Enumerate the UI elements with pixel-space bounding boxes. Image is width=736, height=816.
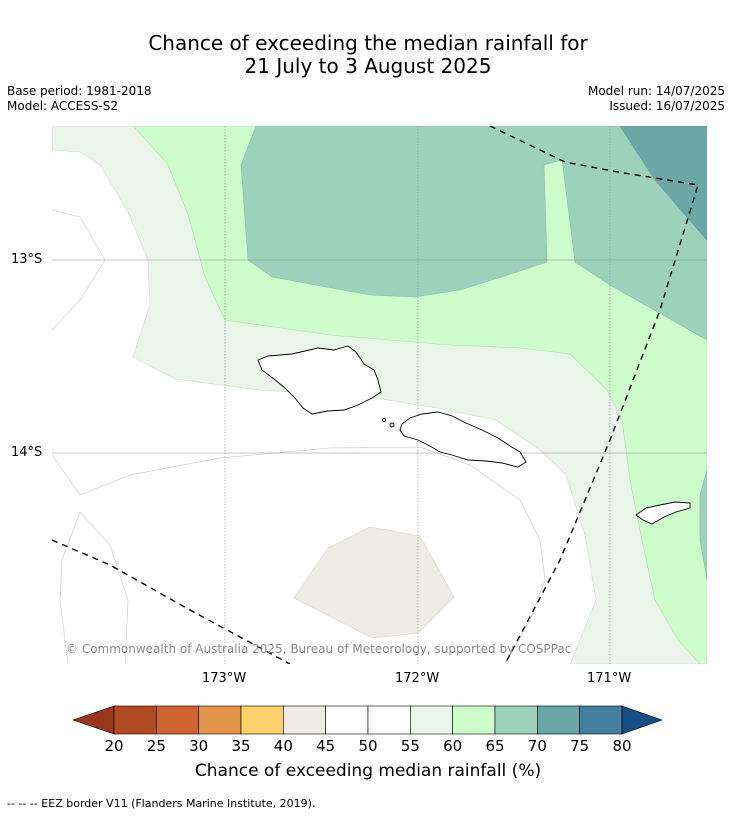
colorbar-segment: [240, 705, 284, 735]
manono-islet: [381, 417, 387, 423]
colorbar-tick-label: 75: [570, 737, 590, 755]
model-run: Model run: 14/07/2025: [587, 84, 725, 98]
map-panel: [52, 126, 707, 664]
colorbar-tick-label: 55: [400, 737, 420, 755]
lat-label-13s: 13°S: [11, 252, 43, 267]
faint-contours: [52, 209, 546, 664]
copyright-notice: © Commonwealth of Australia 2025, Bureau…: [66, 642, 572, 656]
colorbar-tick-label: 50: [358, 737, 378, 755]
lon-label-172w: 172°W: [395, 671, 440, 686]
colorbar-tick-label: 25: [146, 737, 166, 755]
apolima-islet: [389, 422, 395, 428]
colorbar-segment: [579, 705, 623, 735]
colorbar-segment: [494, 705, 538, 735]
colorbar-tick-label: 80: [612, 737, 632, 755]
upolu-island: [399, 411, 527, 468]
tutuila-island: [635, 501, 691, 525]
lon-label-173w: 173°W: [202, 671, 247, 686]
graticule: [52, 126, 707, 664]
colorbar-tick-label: 40: [273, 737, 293, 755]
model-name: Model: ACCESS-S2: [7, 99, 119, 113]
colorbar-tick-label: 45: [316, 737, 336, 755]
colorbar-tick-label: 20: [104, 737, 124, 755]
islands: [257, 345, 691, 525]
colorbar-tick-label: 35: [231, 737, 251, 755]
colorbar-segment: [452, 705, 496, 735]
contour-65-70-east: [699, 469, 707, 581]
savaii-island: [257, 345, 382, 415]
lon-label-171w: 171°W: [587, 671, 632, 686]
colorbar-tick-label: 70: [527, 737, 547, 755]
contour-70-75: [619, 126, 707, 241]
colorbar-segment: [410, 705, 453, 735]
colorbar-segment: [537, 705, 580, 735]
colorbar-segment: [325, 705, 369, 735]
colorbar-segment: [156, 705, 199, 735]
colorbar-segment: [113, 705, 157, 735]
map-title-line1: Chance of exceeding the median rainfall …: [148, 31, 588, 55]
meta-left: Base period: 1981-2018 Model: ACCESS-S2: [7, 84, 152, 114]
contour-40-45: [293, 526, 455, 639]
base-period: Base period: 1981-2018: [7, 84, 152, 98]
colorbar-boxes: [113, 705, 623, 735]
colorbar-segment: [367, 705, 411, 735]
colorbar-high-extension: [621, 705, 663, 735]
colorbar-tick-label: 65: [485, 737, 505, 755]
eez-footnote: -- -- -- EEZ border V11 (Flanders Marine…: [7, 797, 316, 810]
colorbar-tick-label: 30: [189, 737, 209, 755]
colorbar-segment: [283, 705, 326, 735]
map-title-line2: 21 July to 3 August 2025: [244, 54, 492, 78]
lat-label-14s: 14°S: [11, 445, 43, 460]
colorbar-label: Chance of exceeding median rainfall (%): [194, 761, 542, 781]
eez-border: [52, 126, 699, 664]
meta-right: Model run: 14/07/2025 Issued: 16/07/2025: [588, 84, 725, 114]
contour-65-70-north: [240, 126, 707, 341]
colorbar: [72, 705, 663, 735]
colorbar-low-extension: [72, 705, 115, 735]
colorbar-tick-label: 60: [443, 737, 463, 755]
issued-date: Issued: 16/07/2025: [609, 99, 725, 113]
colorbar-segment: [198, 705, 242, 735]
